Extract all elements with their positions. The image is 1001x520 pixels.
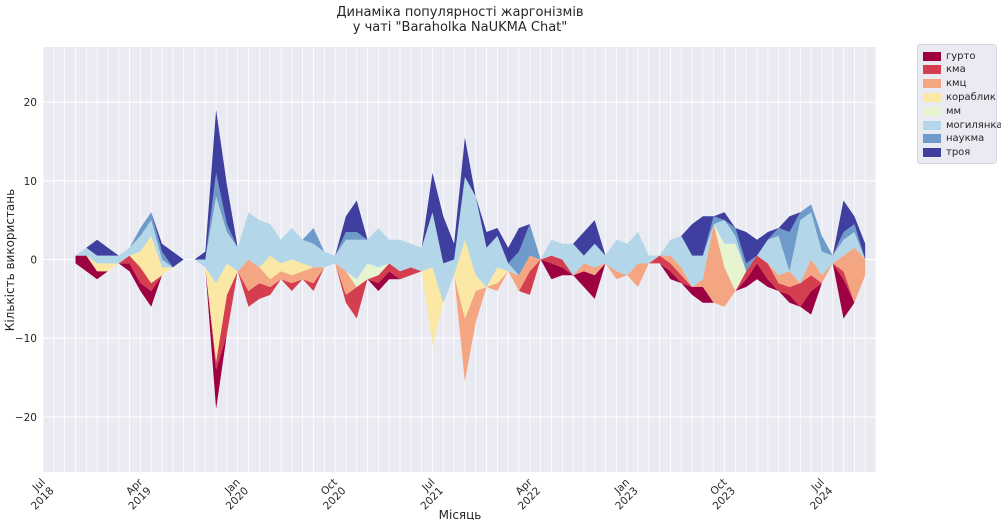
area-кма [75,255,866,382]
stream-areas [75,110,866,409]
y-tick-label: 0 [30,255,37,267]
legend-swatch [923,65,941,75]
legend-swatch [923,134,941,144]
chart-subtitle: у чаті "Baraholka NaUKMA Chat" [353,20,568,35]
legend-item-могилянка: могилянка [923,119,1001,131]
legend-item-кмц: кмц [923,78,966,90]
legend-swatch [923,51,941,61]
legend-item-кма: кма [923,64,966,76]
legend-label: наукма [946,133,985,145]
y-tick-label: 20 [24,97,37,109]
legend-label: могилянка [946,119,1001,131]
legend-label: кмц [946,78,967,90]
y-axis-label: Кількість використань [3,189,17,331]
legend-item-гурто: гурто [923,50,975,62]
legend-swatch [923,148,941,158]
legend-label: троя [946,147,971,159]
x-axis-label: Місяць [439,508,482,520]
legend-item-кораблик: кораблик [923,91,996,103]
legend-label: гурто [946,50,976,62]
legend-swatch [923,92,941,102]
legend-swatch [923,106,941,116]
area-могилянка [75,176,866,303]
area-кмц [75,224,866,382]
legend: гурто кма кмц кораблик мм могилянка наукма троя [917,44,1001,164]
legend-label: мм [946,105,962,117]
legend-item-троя: троя [923,147,970,159]
y-tick-label: −20 [15,412,37,424]
legend-item-наукма: наукма [923,133,984,145]
area-кораблик [75,224,866,362]
legend-swatch [923,120,941,130]
legend-swatch [923,79,941,89]
y-tick-label: 10 [24,176,37,188]
chart-title: Динаміка популярності жаргонізмів [336,5,583,20]
legend-label: кораблик [946,91,996,103]
legend-label: кма [946,64,966,76]
y-tick-label: −10 [15,333,37,345]
legend-item-мм: мм [923,105,961,117]
